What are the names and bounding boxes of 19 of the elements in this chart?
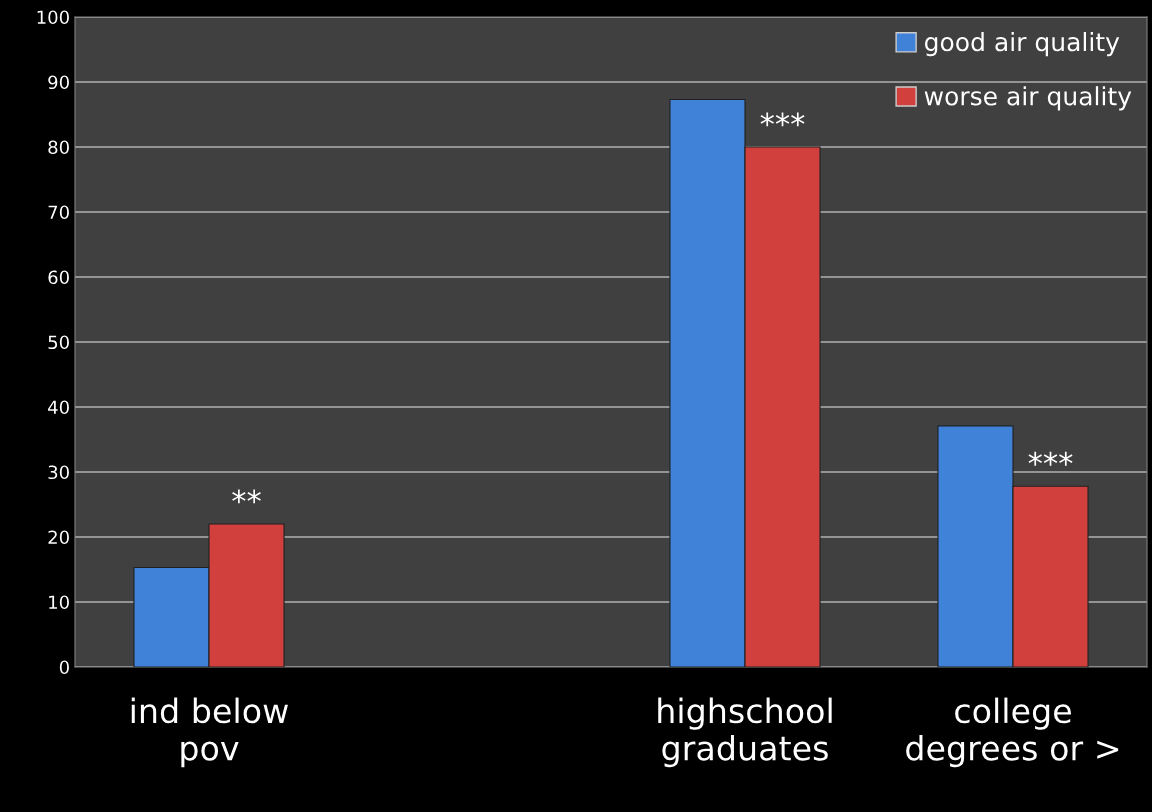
legend-label: worse air quality <box>924 86 1132 111</box>
y-tick-label: 20 <box>48 530 69 545</box>
y-tick-label: 80 <box>48 140 69 155</box>
y-tick-label: 10 <box>49 595 69 610</box>
y-tick-label: 50 <box>48 335 69 350</box>
x-tick-label: college degrees or > <box>906 697 1119 768</box>
x-tick-label: highschool graduates <box>658 697 832 768</box>
annotation: *** <box>760 112 805 127</box>
y-tick-label: 40 <box>48 400 69 415</box>
y-tick-label: 90 <box>48 75 69 90</box>
y-tick-label: 0 <box>59 660 69 675</box>
annotation: *** <box>1028 451 1073 466</box>
y-tick-label: 100 <box>37 10 69 25</box>
legend-label: good air quality <box>925 32 1120 57</box>
y-tick-label: 70 <box>48 205 69 220</box>
y-tick-label: 60 <box>48 270 69 285</box>
y-tick-label: 30 <box>48 465 69 480</box>
x-tick-label: ind below pov <box>131 697 288 768</box>
annotation: ** <box>232 489 261 504</box>
